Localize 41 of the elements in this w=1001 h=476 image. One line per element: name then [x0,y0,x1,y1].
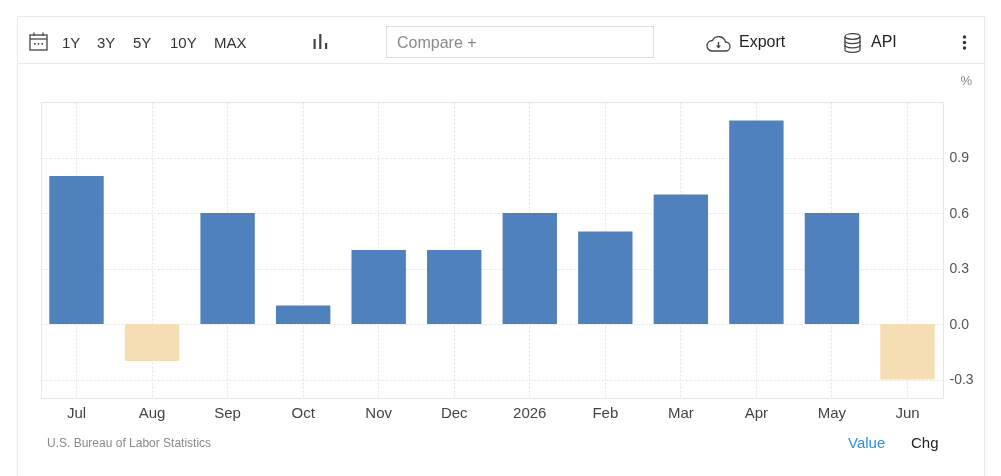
bar [578,231,633,324]
x-tick-label: Dec [440,403,469,421]
x-tick-label: Mar [667,403,694,421]
bar [124,324,180,361]
x-tick-label: May [817,403,847,421]
text: 3Y [97,33,116,51]
bar [275,305,331,324]
bar [49,176,104,324]
text: 1Y [62,33,81,51]
y-tick-label: 0.9 [949,149,970,165]
y-axis-title: % [960,72,973,88]
x-tick-label: Jul [66,403,87,421]
text: 10Y [170,33,197,51]
text: Chg [911,433,939,451]
y-tick-label: 0.6 [949,204,970,221]
bar [200,213,255,324]
y-tick-label: -0.3 [949,371,974,387]
bar [351,250,406,324]
y-tick-label: 0.0 [949,315,970,332]
x-tick-label: Aug [138,403,166,421]
text: API [871,33,897,50]
bar [653,194,709,324]
bar [880,324,935,380]
y-tick-label: 0.3 [949,260,970,276]
x-tick-label: Nov [365,403,393,421]
x-tick-label: 2026 [513,403,547,421]
x-tick-label: Sep [214,403,241,421]
bar [427,250,482,324]
bar [729,120,784,324]
x-tick-label: Feb [592,403,619,421]
x-tick-label: Apr [744,403,769,421]
text: Compare + [397,34,477,51]
bar [502,213,557,324]
bar [804,213,860,324]
x-tick-label: Jun [895,403,920,421]
text: 5Y [133,33,152,51]
text: U.S. Bureau of Labor Statistics [47,436,212,450]
text: Value [848,433,886,451]
x-tick-label: Oct [291,403,316,421]
text: Export [739,33,786,50]
text: MAX [214,33,247,51]
